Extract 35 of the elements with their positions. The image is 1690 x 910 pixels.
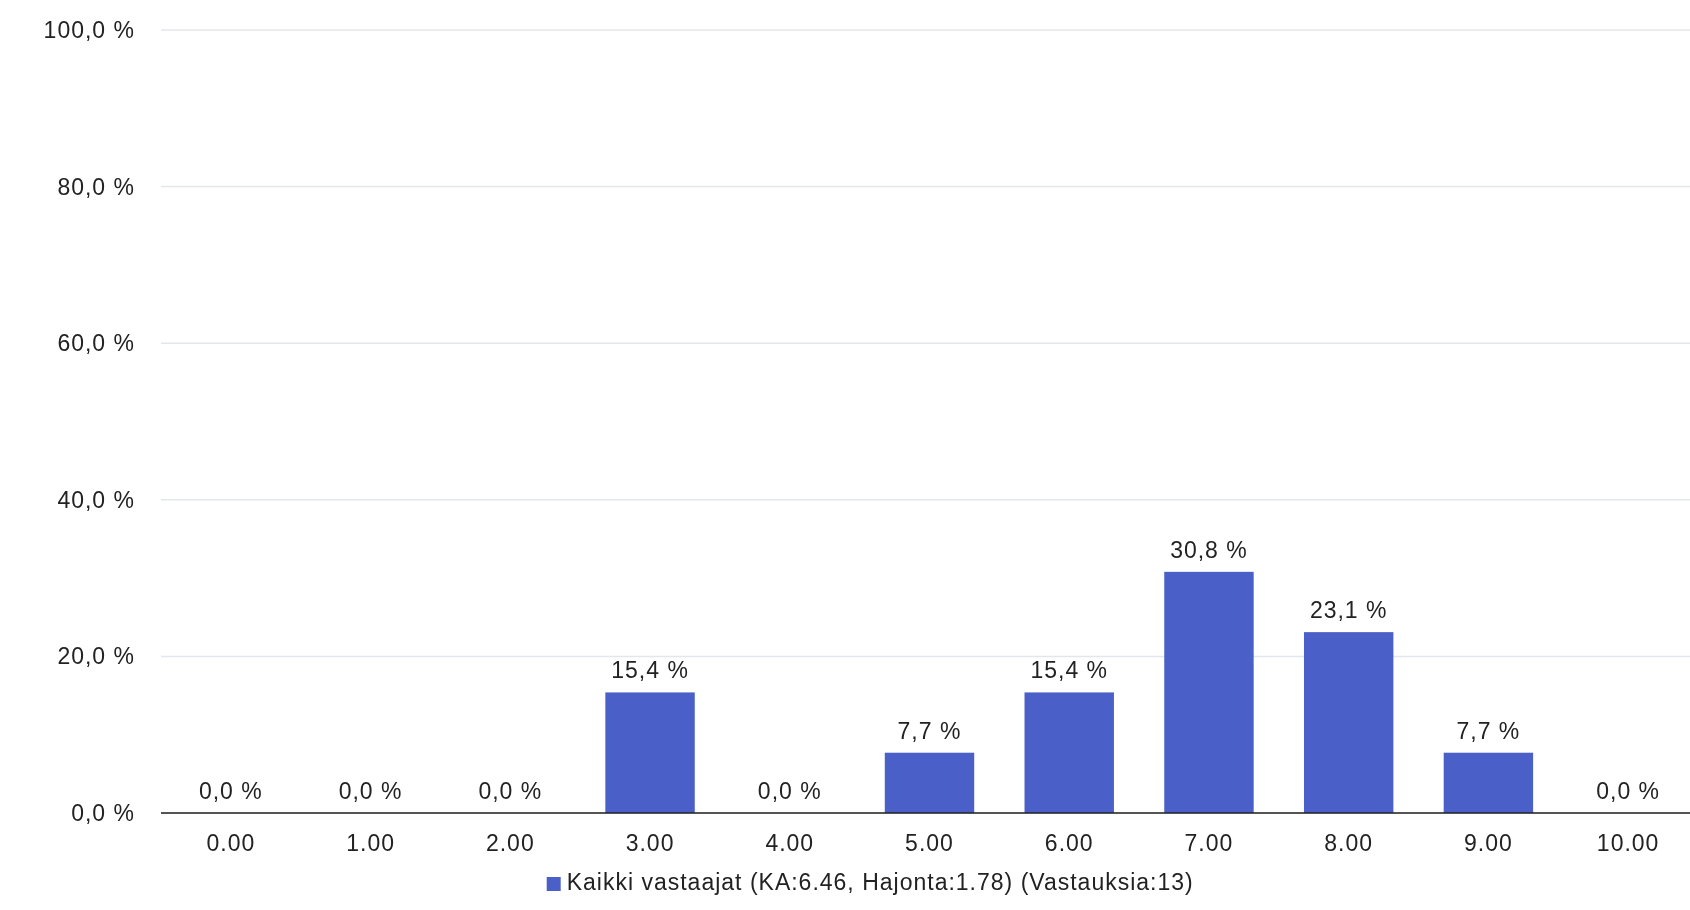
data-label: 0,0 % xyxy=(338,778,403,804)
x-tick-label: 5.00 xyxy=(905,830,954,856)
x-tick-label: 6.00 xyxy=(1044,830,1094,856)
x-tick-label: 9.00 xyxy=(1464,830,1513,856)
data-label: 7,7 % xyxy=(1456,717,1521,744)
data-label: 30,8 % xyxy=(1170,536,1248,563)
x-tick-label: 1.00 xyxy=(346,830,395,856)
bar xyxy=(1024,692,1114,813)
y-tick-label: 0,0 % xyxy=(71,800,135,827)
bar xyxy=(884,752,975,813)
bar xyxy=(605,692,695,813)
data-label: 0,0 % xyxy=(757,778,822,804)
data-label: 0,0 % xyxy=(478,778,543,804)
x-tick-label: 0.00 xyxy=(206,830,256,856)
data-label: 15,4 % xyxy=(1030,657,1109,684)
legend-label: Kaikki vastaajat (KA:6.46, Hajonta:1.78) (Vastauksia:13) xyxy=(566,869,1194,895)
data-label: 15,4 % xyxy=(611,657,689,684)
bar xyxy=(1164,571,1254,813)
data-label: 7,7 % xyxy=(897,717,962,744)
data-label: 0,0 % xyxy=(198,778,263,804)
x-tick-label: 10.00 xyxy=(1596,830,1660,856)
bar xyxy=(1303,632,1394,813)
x-tick-label: 2.00 xyxy=(485,830,535,856)
x-tick-label: 7.00 xyxy=(1184,830,1234,856)
y-tick-label: 100,0 % xyxy=(43,17,135,44)
x-tick-label: 3.00 xyxy=(625,830,675,856)
y-tick-label: 40,0 % xyxy=(57,486,135,513)
y-tick-label: 20,0 % xyxy=(57,643,135,670)
y-tick-label: 80,0 % xyxy=(57,173,135,200)
x-tick-label: 8.00 xyxy=(1324,830,1374,856)
y-tick-label: 60,0 % xyxy=(57,330,135,357)
bar xyxy=(1443,752,1534,813)
x-tick-label: 4.00 xyxy=(765,830,815,856)
data-label: 0,0 % xyxy=(1596,778,1661,804)
data-label: 23,1 % xyxy=(1309,597,1388,624)
